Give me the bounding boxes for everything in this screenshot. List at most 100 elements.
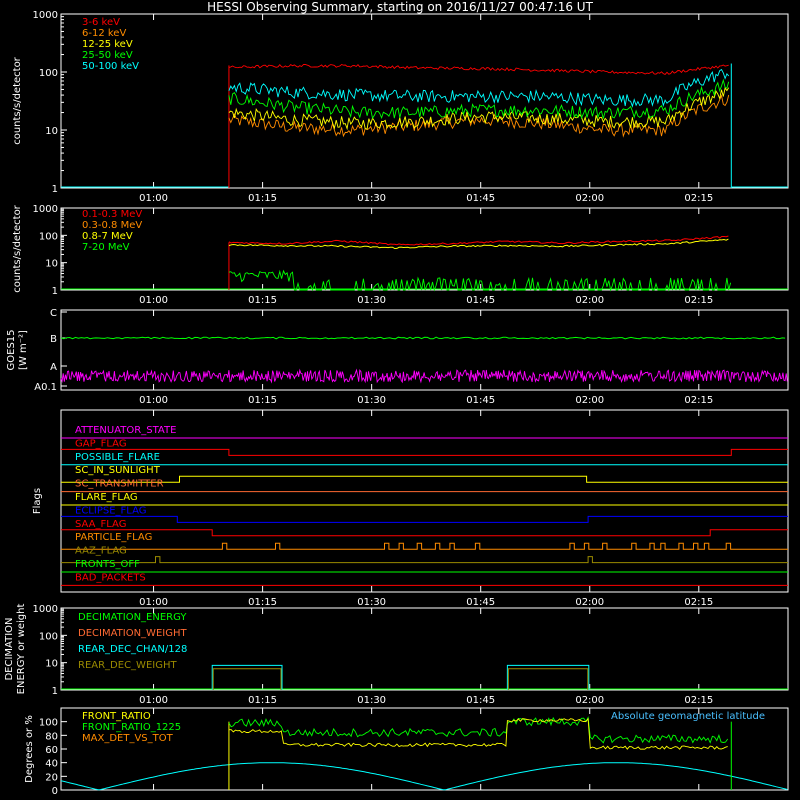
series-front-ratio-1225 — [228, 716, 729, 744]
legend-entry: 50-100 keV — [82, 61, 139, 72]
legend-entry: 12-25 keV — [82, 39, 133, 50]
series-0.1-0.3-MeV — [228, 235, 729, 246]
x-tick-label: 02:15 — [684, 597, 713, 608]
x-tick-label: 01:45 — [466, 395, 495, 406]
annotation-geomagnetic-latitude: Absolute geomagnetic latitude — [611, 711, 765, 722]
series-goes-short — [60, 368, 788, 384]
y-axis-label: GOES15 — [6, 329, 17, 370]
x-tick-label: 02:00 — [575, 597, 604, 608]
y-tick-label: 60 — [45, 745, 58, 756]
flag-label: GAP_FLAG — [75, 438, 127, 449]
x-tick-label: 01:15 — [248, 395, 277, 406]
y-tick-label: 1 — [52, 286, 58, 297]
x-tick-label: 01:00 — [139, 695, 168, 706]
series-50-100-keV — [228, 68, 730, 108]
y-tick-label: 40 — [45, 759, 58, 770]
panel-frame-2 — [60, 207, 789, 291]
y-axis-label: [W m⁻²] — [18, 330, 29, 370]
x-tick-label: 01:30 — [357, 395, 386, 406]
flag-trace — [61, 448, 788, 456]
series-front-ratio — [228, 717, 728, 750]
x-tick-label: 01:15 — [248, 295, 277, 306]
flag-label: ATTENUATOR_STATE — [75, 425, 176, 436]
panel-frame-3 — [60, 309, 789, 391]
legend-entry: REAR_DEC_CHAN/128 — [78, 644, 187, 655]
y-tick-label: 100 — [39, 631, 58, 642]
series-7-20-MeV — [228, 269, 732, 292]
x-tick-label: 01:00 — [139, 295, 168, 306]
y-axis-label: counts/s/detector — [12, 56, 23, 144]
x-tick-label: 02:00 — [575, 193, 604, 204]
x-tick-label: 02:00 — [575, 395, 604, 406]
legend-entry: 0.8-7 MeV — [82, 231, 133, 242]
flag-label: BAD_PACKETS — [75, 572, 146, 583]
y-axis-label: ENERGY or weight — [16, 604, 27, 695]
legend-entry: REAR_DEC_WEIGHT — [78, 660, 177, 671]
x-tick-label: 01:45 — [466, 695, 495, 706]
y-tick-label: 1 — [52, 686, 58, 697]
y-tick-label: 100 — [39, 718, 58, 729]
flag-trace — [61, 475, 788, 483]
series-rear-dec-weight — [212, 668, 282, 690]
legend-entry: DECIMATION_WEIGHT — [78, 628, 187, 639]
y-tick-label: 1000 — [33, 204, 58, 215]
series-rear-dec-chan — [211, 664, 283, 690]
x-tick-label: 02:15 — [684, 193, 713, 204]
y-tick-label: 100 — [39, 231, 58, 242]
x-tick-label: 01:30 — [357, 295, 386, 306]
x-tick-label: 01:00 — [139, 597, 168, 608]
flag-label: FLARE_FLAG — [75, 492, 138, 503]
legend-entry: 0.3-0.8 MeV — [82, 220, 142, 231]
panel-frame-1 — [60, 13, 789, 189]
flag-label: ECLIPSE_FLAG — [75, 505, 146, 516]
y-tick-label: C — [50, 308, 57, 319]
legend-entry: 7-20 MeV — [82, 242, 130, 253]
x-tick-label: 02:15 — [684, 395, 713, 406]
x-tick-label: 01:15 — [248, 193, 277, 204]
x-tick-label: 01:45 — [466, 193, 495, 204]
x-tick-label: 02:00 — [575, 695, 604, 706]
x-tick-label: 02:15 — [684, 695, 713, 706]
x-tick-label: 01:45 — [466, 597, 495, 608]
legend-entry: 3-6 keV — [82, 17, 120, 28]
y-tick-label: 10 — [45, 659, 58, 670]
y-tick-label: A0.1 — [34, 382, 57, 393]
legend-entry: 25-50 keV — [82, 50, 133, 61]
series-12-25-keV — [228, 87, 730, 131]
y-tick-label: 1 — [52, 184, 58, 195]
y-tick-label: 100 — [39, 68, 58, 79]
flag-trace — [61, 556, 788, 564]
panel-frame-4 — [60, 409, 789, 593]
flag-label: FRONTS_OFF — [75, 559, 140, 570]
legend-entry: 0.1-0.3 MeV — [82, 209, 142, 220]
panel-frame-5 — [60, 607, 789, 691]
y-tick-label: 10 — [45, 259, 58, 270]
flag-trace — [61, 529, 788, 537]
y-tick-label: 0 — [52, 786, 58, 797]
y-axis-label: Flags — [32, 488, 43, 514]
legend-entry: FRONT_RATIO_1225 — [82, 722, 181, 733]
chart-title: HESSI Observing Summary, starting on 201… — [207, 0, 593, 14]
y-axis-label: counts/s/detector — [12, 204, 23, 292]
series-0.8-7-MeV — [228, 238, 729, 250]
flag-label: PARTICLE_FLAG — [75, 532, 152, 543]
flag-label: AAZ_FLAG — [75, 546, 127, 557]
flag-trace — [61, 515, 788, 523]
legend-entry: MAX_DET_VS_TOT — [82, 733, 174, 744]
legend-entry: FRONT_RATIO — [82, 711, 151, 722]
series-geomagnetic-latitude — [60, 762, 788, 791]
flag-label: SAA_FLAG — [75, 519, 126, 530]
series-rear-dec-weight — [507, 668, 589, 690]
y-tick-label: B — [50, 334, 57, 345]
x-tick-label: 01:15 — [248, 597, 277, 608]
series-3-6-keV — [228, 63, 729, 75]
x-tick-label: 01:15 — [248, 695, 277, 706]
x-tick-label: 01:30 — [357, 597, 386, 608]
x-tick-label: 01:00 — [139, 395, 168, 406]
y-axis-label: Degrees or % — [24, 715, 35, 783]
flag-trace — [61, 542, 788, 550]
flag-label: SC_IN_SUNLIGHT — [75, 465, 161, 476]
y-tick-label: 20 — [45, 772, 58, 783]
legend-entry: DECIMATION_ENERGY — [78, 612, 187, 623]
